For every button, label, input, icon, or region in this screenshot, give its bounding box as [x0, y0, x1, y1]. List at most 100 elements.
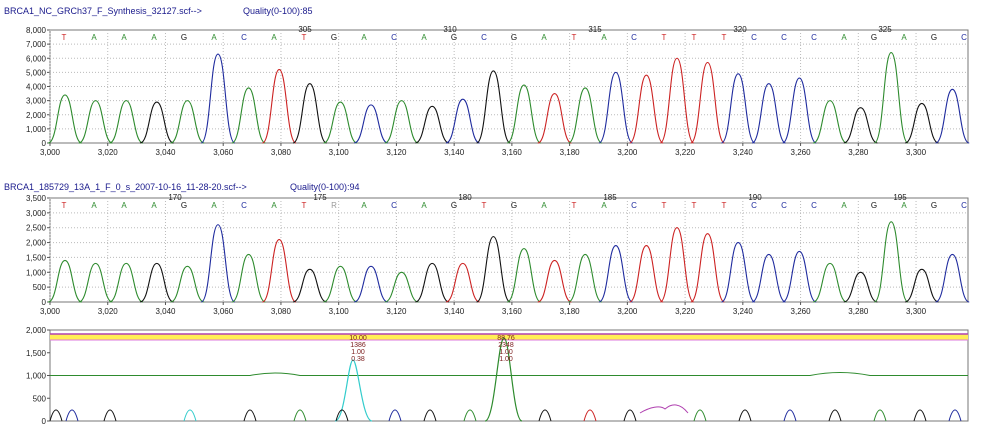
y-tick-label: 4,000	[26, 83, 47, 92]
y-tick-label: 1,000	[26, 125, 47, 134]
y-tick-label: 1,000	[26, 268, 47, 277]
base-call: C	[631, 201, 637, 210]
peak	[170, 100, 205, 144]
base-call: T	[302, 33, 307, 42]
base-call: G	[181, 201, 187, 210]
peak	[47, 94, 83, 144]
peak	[873, 52, 909, 144]
trace1-file-label: BRCA1_NC_GRCh37_F_Synthesis_32127.scf-->	[4, 6, 202, 16]
noise-peak	[783, 409, 797, 422]
x-tick-label: 3,100	[329, 148, 350, 157]
peak	[935, 253, 970, 303]
y-tick-label: 500	[33, 283, 47, 292]
base-call: T	[62, 201, 67, 210]
x-tick-label: 3,180	[560, 148, 581, 157]
peak-annotation: 1.00	[499, 356, 513, 363]
peak	[904, 268, 939, 303]
peak	[659, 227, 695, 303]
peak	[139, 262, 174, 303]
peak-annotation: 1.00	[499, 349, 513, 356]
y-tick-label: 7,000	[26, 40, 47, 49]
peak	[323, 265, 358, 303]
base-call: C	[751, 201, 757, 210]
noise-peak	[948, 409, 962, 422]
x-tick-label: 3,100	[329, 307, 350, 316]
base-call: A	[151, 33, 157, 42]
x-tick-label: 3,260	[791, 148, 812, 157]
x-tick-label: 3,080	[271, 307, 292, 316]
peak	[751, 253, 786, 303]
noise-peak	[738, 409, 752, 422]
noise-peak	[538, 409, 552, 422]
trace1-quality-label: Quality(0-100):85	[243, 6, 313, 16]
x-tick-label: 3,000	[40, 307, 61, 316]
x-tick-label: 3,160	[502, 148, 523, 157]
noise-peak	[243, 409, 257, 422]
base-call: A	[601, 33, 607, 42]
peak	[261, 239, 297, 303]
base-call: C	[961, 201, 967, 210]
base-call: T	[722, 201, 727, 210]
x-tick-label: 3,060	[213, 148, 234, 157]
base-position-label: 185	[603, 193, 617, 202]
noise-peak	[623, 409, 637, 422]
noise-peak	[388, 409, 402, 422]
y-tick-label: 500	[33, 394, 47, 403]
base-call: A	[211, 201, 217, 210]
base-position-label: 175	[313, 193, 327, 202]
base-position-label: 180	[458, 193, 472, 202]
peak	[904, 102, 939, 144]
peak	[751, 83, 786, 144]
x-tick-label: 3,280	[848, 148, 869, 157]
peak-annotation: 1386	[350, 342, 366, 349]
x-tick-label: 3,280	[848, 307, 869, 316]
x-tick-label: 3,180	[560, 307, 581, 316]
peak	[568, 87, 603, 144]
peak	[506, 247, 542, 303]
peak	[78, 262, 113, 303]
x-tick-label: 3,000	[40, 148, 61, 157]
base-call: G	[331, 33, 337, 42]
base-call: C	[631, 33, 637, 42]
peak	[109, 262, 144, 303]
x-tick-label: 3,260	[791, 307, 812, 316]
base-call: A	[361, 201, 367, 210]
base-call: A	[541, 201, 547, 210]
base-call: G	[451, 201, 457, 210]
base-call: A	[91, 201, 97, 210]
base-call: A	[901, 201, 907, 210]
base-call: G	[181, 33, 187, 42]
peak	[720, 73, 756, 144]
peak	[200, 224, 236, 303]
peak	[415, 105, 450, 144]
noise-peak	[49, 409, 63, 422]
base-call: G	[931, 201, 937, 210]
base-call: A	[601, 201, 607, 210]
base-call: A	[901, 33, 907, 42]
x-tick-label: 3,220	[675, 307, 696, 316]
x-tick-label: 3,120	[386, 148, 407, 157]
peak	[721, 242, 756, 303]
peak	[139, 101, 174, 144]
base-call: T	[572, 201, 577, 210]
base-call: C	[811, 201, 817, 210]
difference-peak	[484, 337, 523, 422]
base-position-label: 320	[733, 25, 747, 34]
base-call: R	[331, 201, 337, 210]
y-tick-label: 0	[42, 298, 47, 307]
peak	[353, 104, 389, 144]
y-tick-label: 0	[42, 417, 47, 425]
base-call: A	[211, 33, 217, 42]
trace1-panel: 8,000 7,000 6,000 5,000 4,000 3,000 2,000 1,000…	[26, 25, 970, 157]
base-call: G	[511, 33, 517, 42]
base-call: A	[91, 33, 97, 42]
y-tick-label: 3,000	[26, 209, 47, 218]
base-call: C	[751, 33, 757, 42]
peak	[843, 271, 878, 303]
x-tick-label: 3,040	[155, 307, 176, 316]
peak	[78, 100, 113, 144]
x-tick-label: 3,020	[98, 148, 119, 157]
base-call: T	[62, 33, 67, 42]
